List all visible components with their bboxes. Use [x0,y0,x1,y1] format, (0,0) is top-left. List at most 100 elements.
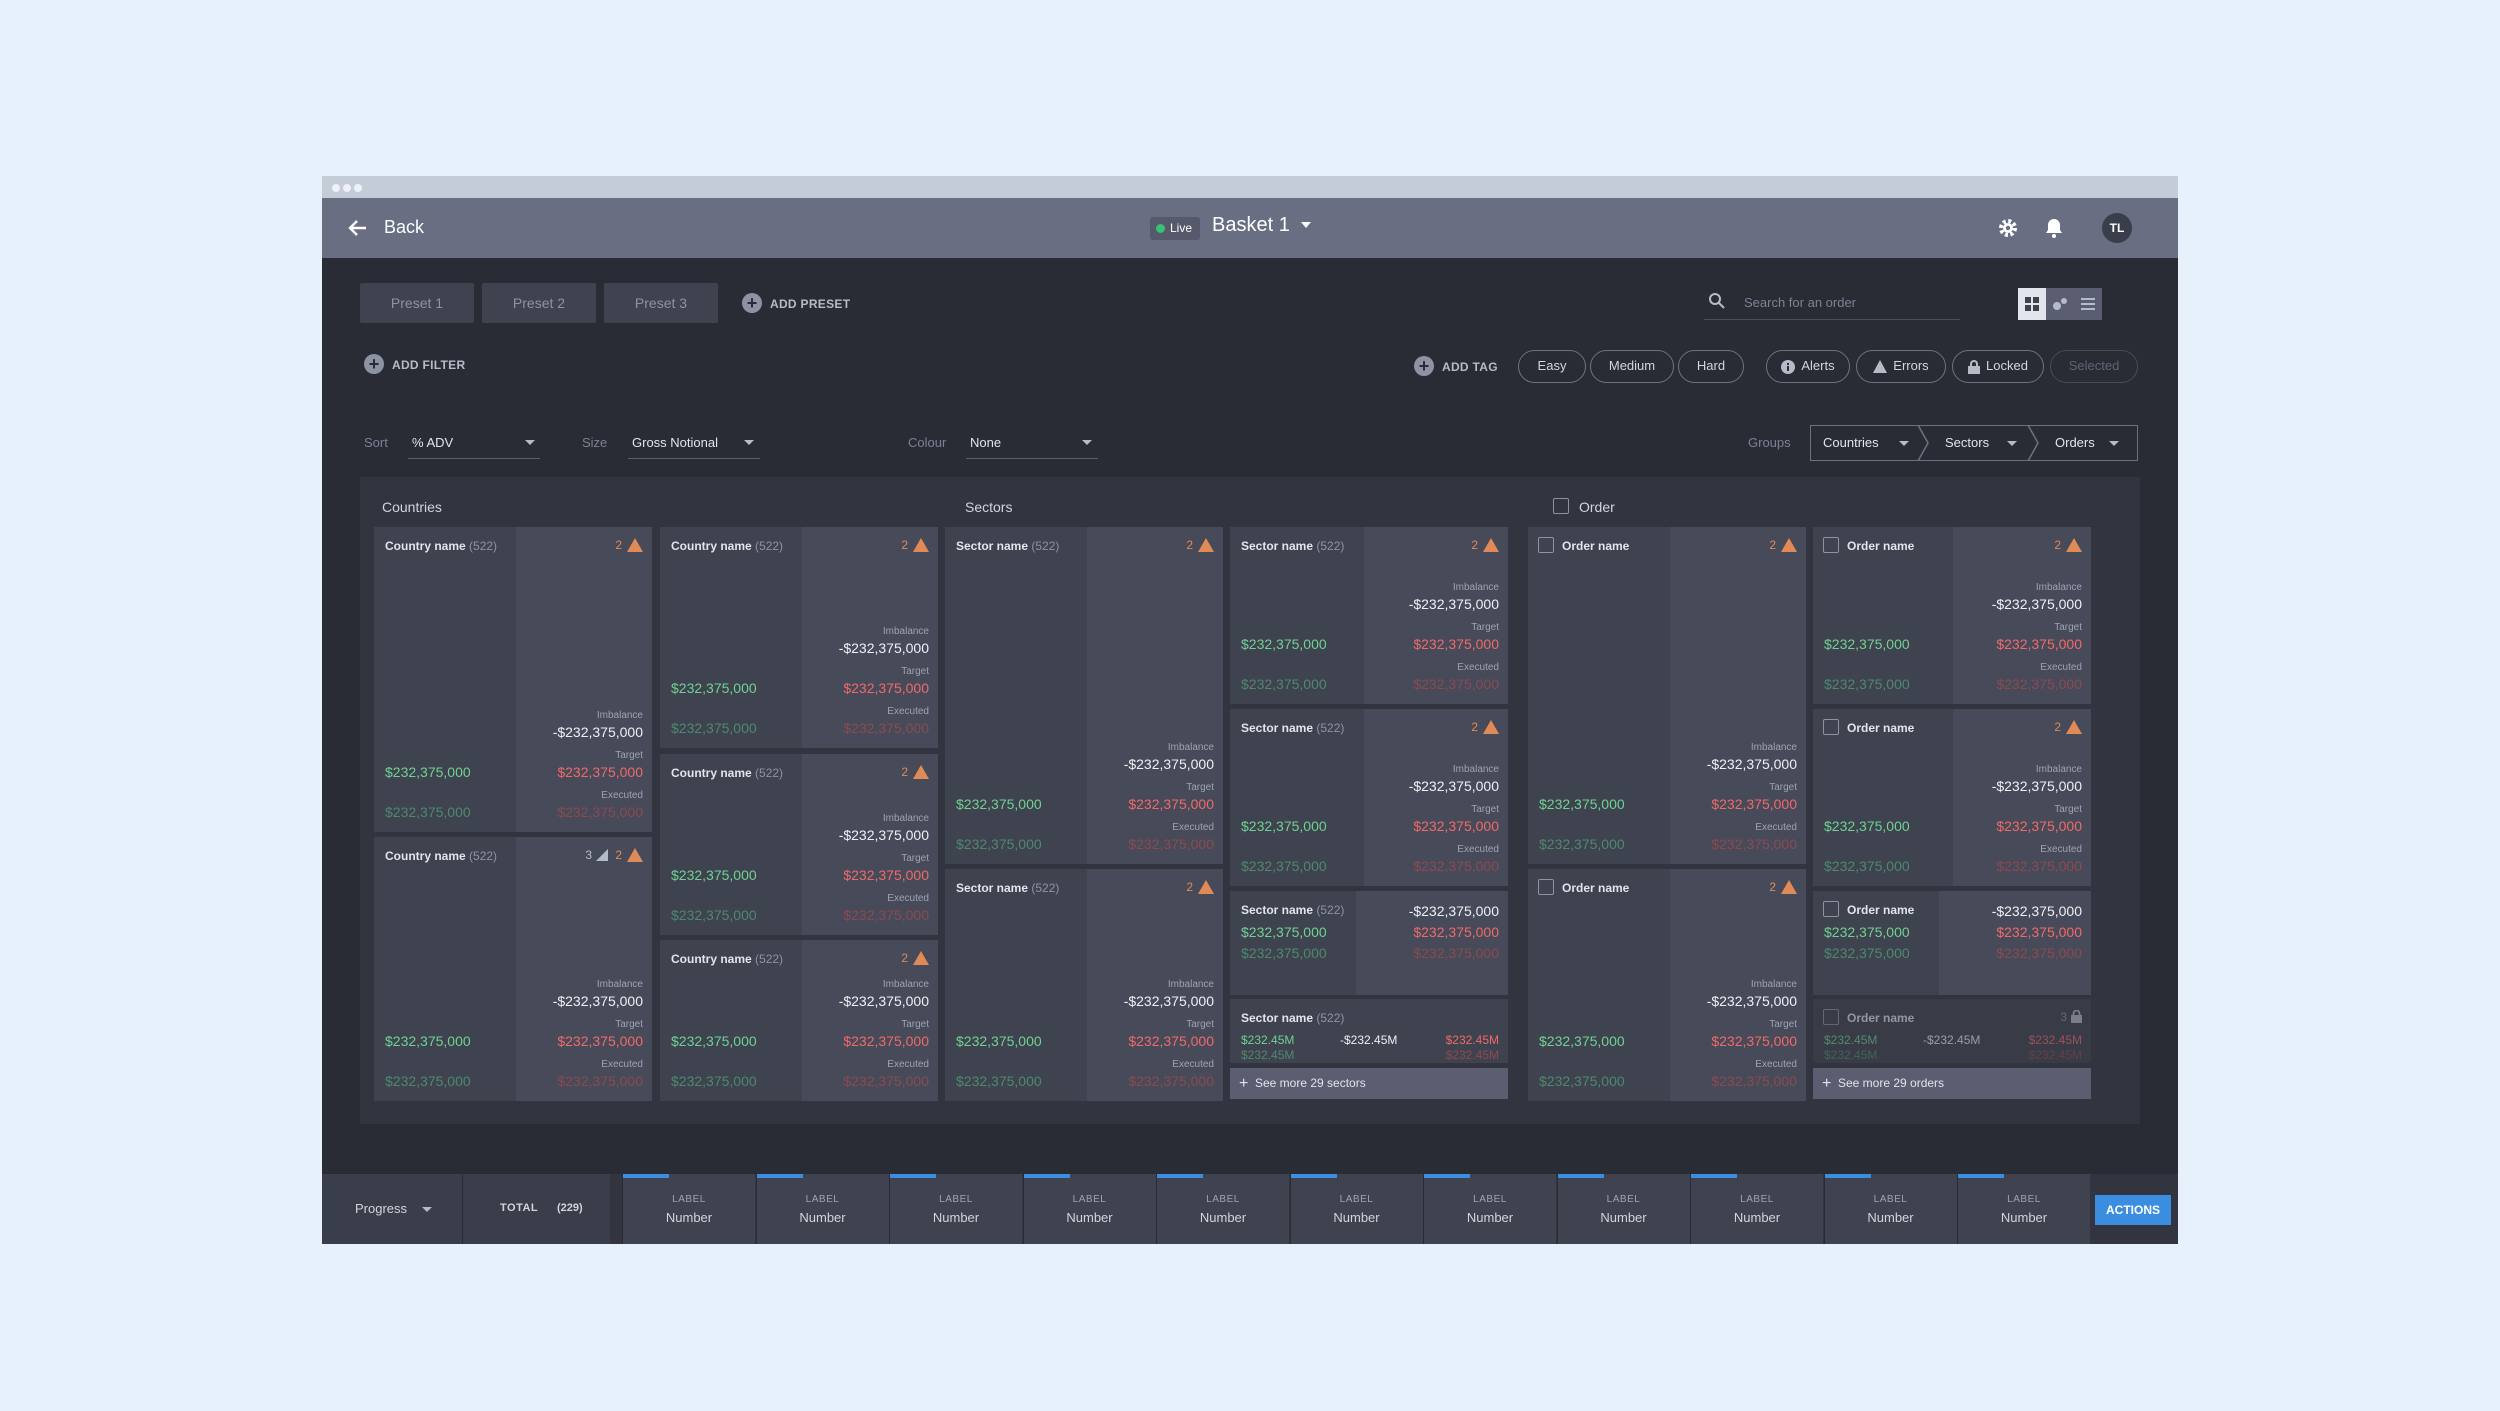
tag-hard[interactable]: Hard [1678,350,1744,383]
card-executed-value: $232,375,000 [1539,1073,1625,1089]
country-card[interactable]: Country name (522) 2 Imbalance -$232,375,00… [660,754,938,935]
executed-label: Executed [1172,1059,1214,1070]
kpi-cell: LABEL Number [1423,1174,1556,1244]
country-card[interactable]: Country name (522) 2 Imbalance -$232,375,00… [374,527,652,832]
card-count: (522) [755,766,784,780]
target-label: Target [1769,782,1797,793]
kpi-cell: LABEL Number [1957,1174,2090,1244]
colour-select[interactable]: None [970,435,1002,450]
bubble-view-icon [2053,298,2067,310]
preset-1[interactable]: Preset 1 [360,283,474,323]
tag-locked[interactable]: Locked [1952,350,2044,383]
country-card[interactable]: Country name (522) 2 3 Imbalance -$232,375,0… [374,837,652,1101]
see-more-orders-button[interactable]: + See more 29 orders [1813,1068,2091,1099]
card-name: Order name [1847,539,1915,553]
card-target: $232,375,000 [843,1033,929,1049]
list-view-button[interactable] [2074,288,2102,320]
tag-alerts-label: Alerts [1801,358,1835,373]
add-tag-icon[interactable]: + [1414,356,1434,376]
add-tag-button[interactable]: ADD TAG [1442,360,1498,374]
card-value: $232,375,000 [1824,924,1910,940]
order-card[interactable]: Order name 2 Imbalance -$232,375,000 Target $… [1813,527,2091,704]
card-alert-count: 2 [1471,538,1478,552]
actions-button[interactable]: ACTIONS [2095,1195,2171,1225]
executed-label: Executed [887,706,929,717]
group-sectors[interactable]: Sectors [1945,435,1990,450]
tag-medium[interactable]: Medium [1590,350,1674,383]
imbalance-label: Imbalance [596,710,643,721]
grid-view-button[interactable] [2018,288,2046,320]
card-metrics-panel [1953,527,2091,704]
tag-alerts[interactable]: Alerts [1766,350,1850,383]
country-card[interactable]: Country name (522) 2 Imbalance -$232,375,00… [660,940,938,1101]
sector-card[interactable]: Sector name (522) 2 Imbalance -$232,375,000… [945,869,1223,1101]
tag-selected[interactable]: Selected [2050,350,2138,383]
sector-card[interactable]: Sector name (522) -$232,375,000 $232,375,0… [1230,891,1508,995]
order-card[interactable]: Order name 3 $232.45M $232.45M -$232.45M $232… [1813,999,2091,1063]
kpi-label: LABEL [1339,1194,1374,1205]
kpi-label: LABEL [1740,1194,1774,1205]
preset-2[interactable]: Preset 2 [482,283,596,323]
gear-icon[interactable] [1996,216,2020,240]
card-title: Country name (522) [385,849,497,863]
order-checkbox[interactable] [1823,719,1839,735]
search-input[interactable]: Search for an order [1704,288,1960,320]
view-toggle [2018,288,2102,320]
order-card[interactable]: Order name 2 Imbalance -$232,375,000 Target $… [1813,709,2091,886]
card-target: $232,375,000 [557,1033,643,1049]
sector-card[interactable]: Sector name (522) 2 Imbalance -$232,375,000… [945,527,1223,864]
order-card[interactable]: Order name 2 Imbalance -$232,375,000 Target $… [1528,527,1806,864]
tag-errors[interactable]: Errors [1856,350,1946,383]
card-metrics-panel [1953,709,2091,886]
sort-select[interactable]: % ADV [412,435,454,450]
live-dot-icon [1156,224,1165,233]
preset-3[interactable]: Preset 3 [604,283,718,323]
sector-card[interactable]: Sector name (522) 2 Imbalance -$232,375,000… [1230,527,1508,704]
card-target: $232,375,000 [843,680,929,696]
card-imbalance: -$232.45M [1340,1033,1398,1047]
order-checkbox[interactable] [1823,1009,1839,1025]
sector-card[interactable]: Sector name (522) 2 Imbalance -$232,375,000… [1230,709,1508,886]
group-orders[interactable]: Orders [2055,435,2095,450]
back-button[interactable]: Back [384,217,425,237]
card-metrics-panel [516,527,652,832]
order-checkbox[interactable] [1823,901,1839,917]
kpi-progress-bar [1958,1174,2004,1178]
order-checkbox[interactable] [1538,537,1554,553]
card-title: Order name [1847,539,1914,553]
order-checkbox[interactable] [1823,537,1839,553]
size-select[interactable]: Gross Notional [632,435,718,450]
bubble-view-button[interactable] [2046,288,2074,320]
bell-icon[interactable] [2042,216,2066,240]
kpi-progress-bar [1691,1174,1737,1178]
add-filter-icon[interactable]: + [364,354,384,374]
bottom-bar: Progress TOTAL (229) LABEL Number LABEL Num… [322,1174,2178,1244]
card-metrics-panel [1939,891,2091,995]
select-all-orders-checkbox[interactable] [1553,498,1569,514]
warning-icon [913,538,929,552]
avatar[interactable]: TL [2102,213,2132,243]
card-imbalance: -$232,375,000 [1123,993,1214,1009]
order-card[interactable]: Order name -$232,375,000 $232,375,000 $232,… [1813,891,2091,995]
progress-label: Progress [355,1201,408,1216]
basket-selector[interactable]: Basket 1 [1212,214,1290,236]
order-checkbox[interactable] [1538,879,1554,895]
add-preset-icon[interactable]: + [742,293,762,313]
imbalance-label: Imbalance [1452,764,1499,775]
add-preset-button[interactable]: ADD PRESET [770,297,851,311]
progress-dropdown[interactable]: Progress [322,1174,462,1244]
info-icon [1781,359,1796,374]
card-count: (522) [1316,539,1345,553]
country-card[interactable]: Country name (522) 2 Imbalance -$232,375,00… [660,527,938,748]
order-card[interactable]: Order name 2 Imbalance -$232,375,000 Target $… [1528,869,1806,1101]
back-arrow-icon[interactable] [346,216,370,240]
tag-easy[interactable]: Easy [1518,350,1586,383]
target-label: Target [1769,1019,1797,1030]
group-countries[interactable]: Countries [1823,435,1879,450]
sector-card[interactable]: Sector name (522) $232.45M $232.45M -$232.4… [1230,999,1508,1063]
card-value: $232,375,000 [956,1033,1042,1049]
add-filter-button[interactable]: ADD FILTER [392,358,466,372]
chevron-down-icon[interactable] [1301,221,1311,229]
see-more-sectors-button[interactable]: + See more 29 sectors [1230,1068,1508,1099]
card-value: $232.45M [1241,1033,1295,1047]
